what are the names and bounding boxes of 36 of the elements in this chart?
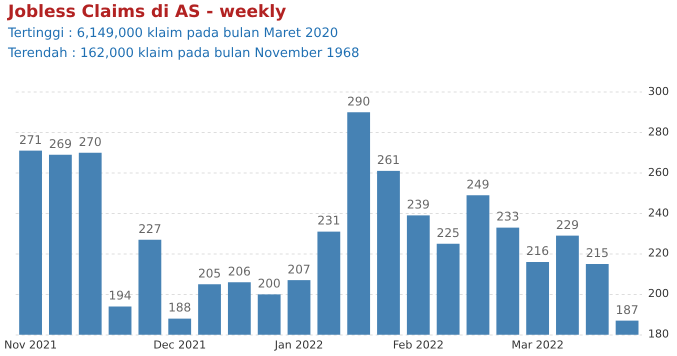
data-label: 207 [288,262,310,276]
data-label: 290 [347,94,370,108]
y-tick-label: 260 [648,166,670,179]
data-label: 188 [168,300,192,315]
data-label: 229 [556,218,579,232]
data-label: 215 [586,246,609,260]
y-tick-label: 200 [648,287,670,300]
data-label: 194 [108,288,132,303]
data-label: 271 [19,132,42,147]
data-label: 233 [496,210,520,224]
y-tick-label: 220 [648,246,670,260]
text: Tertinggi : 6,149,000 klaim pada bulan Maret 2020 [8,26,338,41]
data-label: 205 [198,266,221,280]
data-label: 269 [48,136,72,151]
y-tick-label: 240 [648,206,670,220]
data-label: 227 [138,222,162,236]
text: Terendah : 162,000 klaim pada bulan November 1968 [8,46,360,61]
x-tick-label: Nov 2021 [4,338,58,352]
data-label: 261 [377,153,400,168]
y-tick-label: 280 [648,125,670,138]
x-tick-label: Mar 2022 [511,338,564,352]
data-label: 270 [78,134,102,149]
data-label: 249 [466,177,490,192]
x-tick-label: Jan 2022 [274,338,324,352]
data-label: 187 [616,302,639,317]
x-tick-label: Dec 2021 [153,338,206,352]
data-label: 239 [406,198,430,212]
y-tick-label: 180 [648,328,670,341]
x-tick-label: Feb 2022 [392,338,444,352]
data-label: 216 [526,244,550,258]
data-label: 206 [228,264,251,278]
data-label: 231 [317,214,340,228]
y-tick-label: 300 [648,84,670,98]
data-label: 225 [436,226,460,240]
chart-title: Jobless Claims di AS - weekly [8,2,286,22]
data-label: 200 [258,276,281,290]
